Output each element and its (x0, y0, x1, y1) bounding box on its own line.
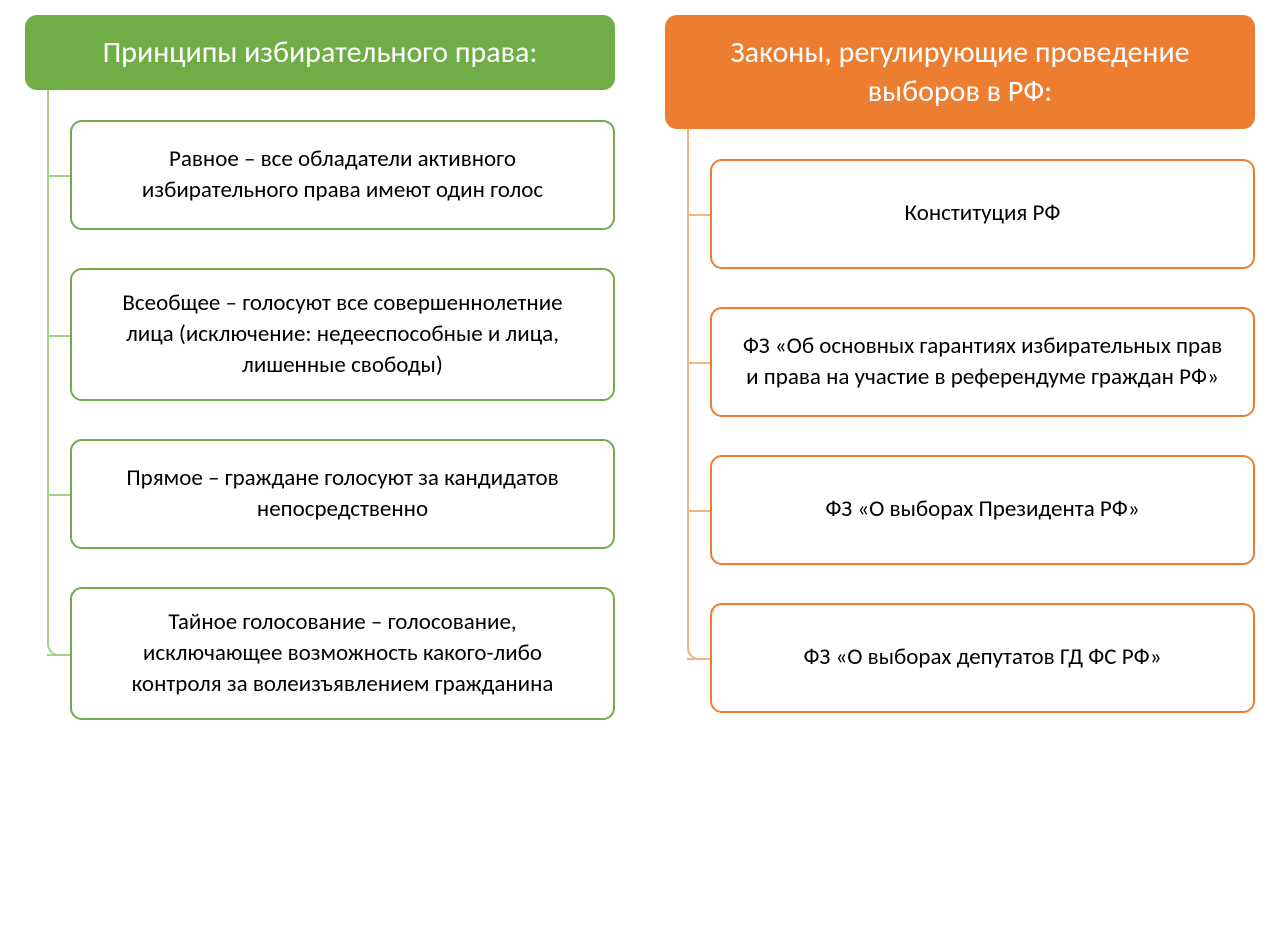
right-item-3: ФЗ «О выборах Президента РФ» (710, 455, 1255, 565)
right-item-4: ФЗ «О выборах депутатов ГД ФС РФ» (710, 603, 1255, 713)
right-item-2: ФЗ «Об основных гарантиях избирательных … (710, 307, 1255, 417)
left-item-3: Прямое – граждане голосуют за кандидатов… (70, 439, 615, 549)
left-item-1: Равное – все обладатели активного избира… (70, 120, 615, 230)
left-header: Принципы избирательного права: (25, 15, 615, 90)
left-item-4: Тайное голосование – голосование, исключ… (70, 587, 615, 720)
left-items: Равное – все обладатели активного избира… (70, 120, 615, 720)
right-items: Конституция РФ ФЗ «Об основных гарантиях… (710, 159, 1255, 713)
right-connector-trunk (687, 129, 689, 648)
right-header: Законы, регулирующие проведение выборов … (665, 15, 1255, 129)
left-item-2: Всеобщее – голосуют все совершеннолетние… (70, 268, 615, 401)
left-column: Принципы избирательного права: Равное – … (25, 15, 615, 930)
right-column: Законы, регулирующие проведение выборов … (665, 15, 1255, 930)
left-connector-trunk (47, 90, 49, 644)
right-item-1: Конституция РФ (710, 159, 1255, 269)
